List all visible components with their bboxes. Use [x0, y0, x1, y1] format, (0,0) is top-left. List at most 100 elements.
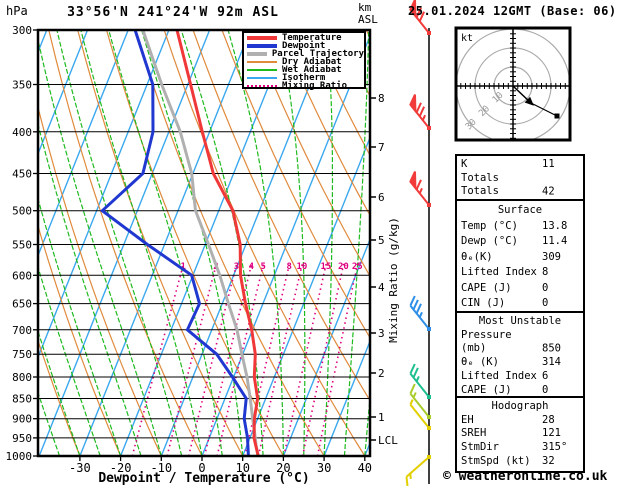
svg-text:25: 25 [352, 262, 363, 272]
table-row: θₑ (K) 314 [461, 356, 583, 370]
hodograph-unit-label: kt [461, 33, 473, 44]
table-row-value: 32 [542, 454, 555, 467]
table-row: SREH 121 [461, 427, 583, 441]
legend: Temperature Dewpoint Parcel Trajectory Dry … [242, 31, 366, 91]
legend-label: Dry Adiabat [282, 57, 342, 67]
legend-swatch-isotherm [247, 77, 277, 79]
pressure-gridlines [38, 30, 370, 456]
plot-border [36, 28, 372, 458]
table-row-value: 13.8 [542, 219, 568, 232]
svg-text:5: 5 [378, 234, 385, 247]
dewpoint-curve [99, 30, 250, 456]
isotherm-grid [38, 30, 370, 456]
table-row-value: 42 [542, 185, 555, 197]
table-row: StmDir 315° [461, 441, 583, 455]
mixing-ratio-grid [131, 263, 359, 456]
table-row-label: Temp (°C) [461, 219, 518, 232]
legend-label: Dewpoint [282, 41, 326, 51]
table-row-label: CAPE (J) [461, 383, 512, 396]
legend-swatch-mixing-ratio [247, 85, 277, 87]
svg-text:8: 8 [286, 262, 291, 272]
table-row: Totals Totals 42 [461, 172, 583, 199]
svg-text:30: 30 [317, 461, 331, 475]
temperature-axis-label: Dewpoint / Temperature (°C) [98, 471, 310, 486]
table-row: StmSpd (kt) 32 [461, 455, 583, 469]
svg-text:3: 3 [378, 327, 385, 340]
table-row-label: CIN (J) [461, 297, 506, 309]
temperature-curve [175, 30, 260, 456]
svg-text:1: 1 [378, 411, 385, 424]
hodograph-border [454, 26, 572, 142]
table-row: CIN (J) 0 [461, 296, 583, 312]
svg-text:550: 550 [12, 239, 32, 252]
table-section-title: Hodograph [491, 400, 549, 412]
table-row-label: Dewp (°C) [461, 235, 518, 247]
table-row: Dewp (°C) 11.4 [461, 234, 583, 250]
hodograph-ring-label: 10 [491, 91, 506, 106]
svg-text:600: 600 [12, 269, 32, 282]
svg-text:4: 4 [249, 262, 255, 272]
legend-label: Isotherm [282, 73, 326, 83]
table-row-label: StmSpd (kt) [461, 454, 531, 467]
table-row-label: θₑ (K) [461, 356, 499, 369]
credit-text: © weatheronline.co.uk [443, 469, 608, 484]
table-row: Lifted Index 6 [461, 370, 583, 384]
table-row: Lifted Index 8 [461, 265, 583, 281]
svg-text:0: 0 [198, 461, 205, 475]
table-row: K 11 [461, 158, 583, 172]
legend-label: Wet Adiabat [282, 65, 342, 75]
table-row-value: 850 [542, 342, 561, 355]
legend-swatch-parcel-trajectory [247, 52, 267, 56]
legend-swatch-dewpoint [247, 44, 277, 48]
table-row: θₑ(K) 309 [461, 250, 583, 266]
svg-text:950: 950 [12, 432, 32, 445]
svg-text:1: 1 [180, 262, 185, 272]
surface-table: Surface Temp (°C) 13.8 Dewp (°C) 11.4 θₑ(K) 30… [455, 199, 585, 316]
table-row-value: 121 [542, 427, 561, 440]
svg-text:40: 40 [358, 461, 372, 475]
table-row-value: 11 [542, 158, 555, 170]
svg-text:10: 10 [235, 461, 249, 475]
svg-text:15: 15 [320, 262, 331, 272]
table-row-value: 6 [542, 369, 549, 382]
svg-text:8: 8 [378, 92, 385, 105]
table-row: Temp (°C) 13.8 [461, 219, 583, 235]
svg-text:6: 6 [378, 191, 385, 204]
table-row-label: K [461, 158, 468, 170]
legend-swatch-dry-adiabat [247, 61, 277, 63]
svg-text:7: 7 [378, 141, 385, 154]
table-row-label: θₑ(K) [461, 250, 493, 263]
storm-point-marker [554, 113, 560, 119]
hodograph-table: Hodograph EH 28 SREH 121 StmDir 315° StmSpd (kt… [455, 396, 585, 473]
legend-item: Parcel Trajectory [247, 50, 364, 59]
table-row-value: 309 [542, 250, 561, 263]
table-section-title: Surface [497, 204, 543, 216]
svg-text:10: 10 [296, 262, 307, 272]
svg-text:450: 450 [12, 168, 32, 181]
table-row: Pressure (mb) 850 [461, 329, 583, 356]
svg-text:500: 500 [12, 205, 32, 218]
svg-text:20: 20 [338, 262, 349, 272]
lcl-label: LCL [378, 434, 398, 447]
table-row-value: 0 [542, 281, 549, 294]
table-row: CAPE (J) 0 [461, 384, 583, 398]
svg-text:-10: -10 [150, 461, 172, 475]
altitude-axis-unit-asl: ASL [358, 13, 378, 26]
legend-label: Temperature [282, 33, 342, 43]
legend-item: Mixing Ratio [247, 82, 364, 91]
wet-adiabat-grid [38, 30, 370, 456]
table-row-value: 11.4 [542, 235, 568, 247]
legend-item: Dewpoint [247, 41, 364, 51]
table-row-label: StmDir [461, 441, 499, 454]
table-row-label: Lifted Index [461, 266, 537, 278]
table-row-value: 28 [542, 413, 555, 426]
legend-swatch-temperature [247, 36, 277, 40]
table-row-label: EH [461, 413, 474, 426]
svg-text:400: 400 [12, 126, 32, 139]
temperature-axis: -30 -20 -10 0 10 20 30 40 [69, 456, 372, 475]
table-row-value: 315° [542, 441, 568, 454]
svg-text:650: 650 [12, 298, 32, 311]
svg-text:1000: 1000 [6, 450, 33, 463]
